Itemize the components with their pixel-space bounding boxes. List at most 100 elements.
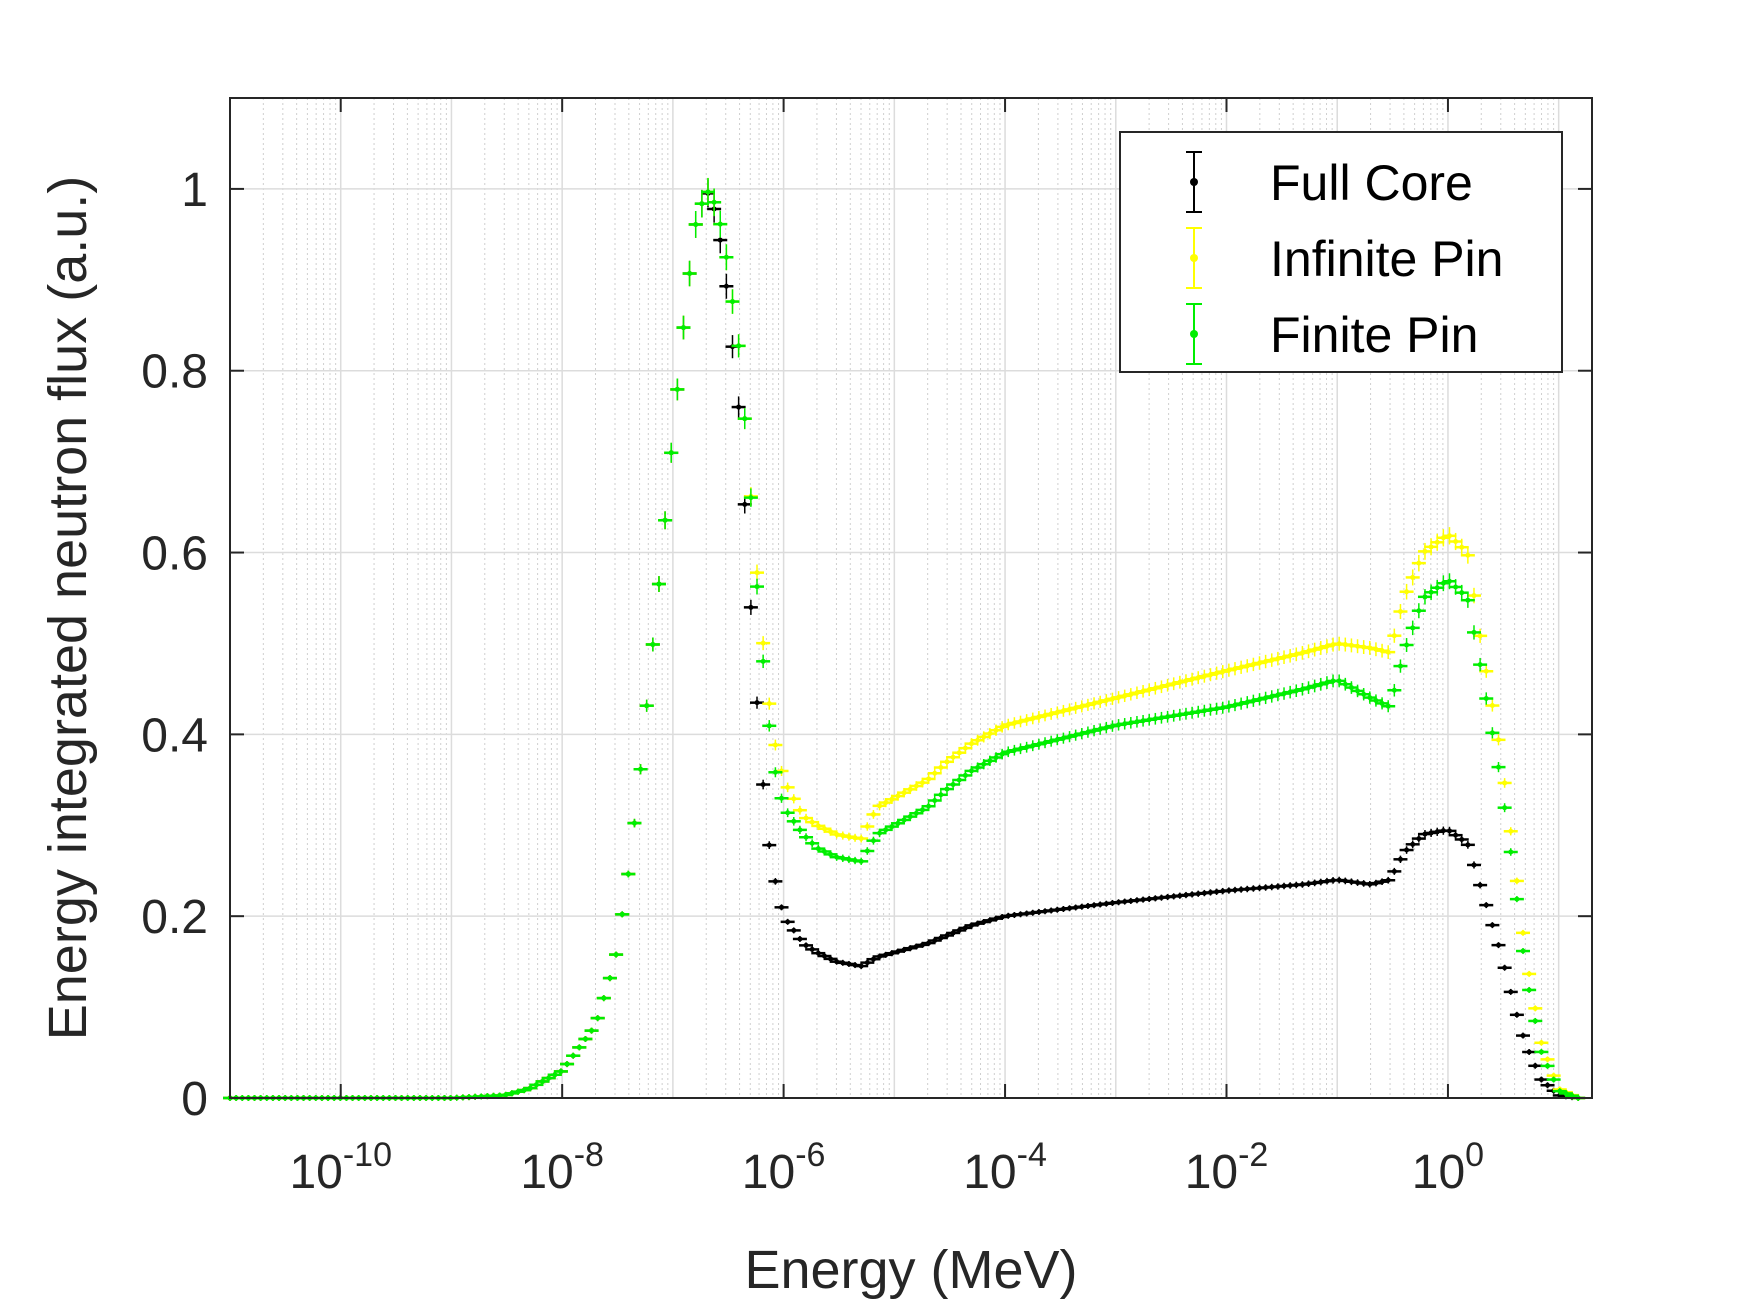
data-point — [1410, 841, 1416, 847]
data-point — [1526, 987, 1532, 993]
data-point — [1465, 552, 1471, 558]
data-point — [723, 254, 729, 260]
data-point — [1532, 1005, 1538, 1011]
legend-item: Full Core — [1186, 151, 1473, 213]
data-point — [981, 761, 987, 767]
data-point — [858, 858, 864, 864]
x-tick-label: 10-4 — [963, 1136, 1047, 1199]
data-point — [748, 495, 754, 501]
data-point — [680, 325, 686, 331]
data-point — [1520, 1033, 1526, 1039]
data-point — [932, 798, 938, 804]
data-point — [760, 782, 766, 788]
plot-area-border — [229, 97, 1593, 1099]
data-point — [736, 343, 742, 349]
data-point — [1428, 589, 1434, 595]
data-point — [1545, 1082, 1551, 1088]
data-point — [1348, 685, 1354, 691]
data-point — [631, 820, 637, 826]
data-point — [717, 221, 723, 227]
data-point — [1545, 1056, 1551, 1062]
legend-marker — [1190, 178, 1198, 186]
data-point — [699, 201, 705, 207]
data-point — [883, 800, 889, 806]
y-tick-label: 0.8 — [141, 346, 208, 399]
x-axis-label: Energy (MeV) — [744, 1240, 1077, 1300]
data-point — [1391, 633, 1397, 639]
data-point — [656, 581, 662, 587]
data-point — [1489, 730, 1495, 736]
data-point — [828, 829, 834, 835]
data-point — [907, 814, 913, 820]
data-point — [1496, 737, 1502, 743]
data-point — [987, 758, 993, 764]
data-point — [828, 851, 834, 857]
data-point — [570, 1053, 576, 1059]
data-point — [956, 927, 962, 933]
data-point — [576, 1044, 582, 1050]
data-point — [1532, 1063, 1538, 1069]
data-point — [662, 517, 668, 523]
data-point — [877, 830, 883, 836]
data-point — [1465, 842, 1471, 848]
data-point — [944, 786, 950, 792]
data-point — [668, 450, 674, 456]
data-point — [1483, 902, 1489, 908]
data-point — [809, 819, 815, 825]
data-point — [962, 925, 968, 931]
data-point — [693, 221, 699, 227]
data-point — [975, 737, 981, 743]
data-point — [1416, 836, 1422, 842]
data-point — [901, 790, 907, 796]
data-point — [619, 911, 625, 917]
data-point — [1551, 1077, 1557, 1083]
data-point — [987, 731, 993, 737]
data-point — [821, 826, 827, 832]
data-point — [1520, 948, 1526, 954]
data-point — [533, 1082, 539, 1088]
data-point — [1538, 1049, 1544, 1055]
data-point — [558, 1068, 564, 1074]
data-point — [956, 777, 962, 783]
data-point — [870, 838, 876, 844]
y-tick-label: 0 — [181, 1073, 208, 1126]
data-point — [938, 765, 944, 771]
data-point — [766, 723, 772, 729]
x-tick-label: 10-10 — [289, 1136, 392, 1199]
data-point — [797, 807, 803, 813]
data-point — [582, 1036, 588, 1042]
data-point — [809, 840, 815, 846]
data-point — [1397, 856, 1403, 862]
legend-marker — [1190, 330, 1198, 338]
data-point — [950, 782, 956, 788]
data-point — [962, 745, 968, 751]
data-point — [595, 1015, 601, 1021]
data-point — [944, 932, 950, 938]
data-point — [1532, 1018, 1538, 1024]
y-tick-label: 0.2 — [141, 891, 208, 944]
data-point — [1404, 589, 1410, 595]
data-point — [932, 770, 938, 776]
legend-label: Full Core — [1270, 155, 1473, 211]
data-point — [1477, 633, 1483, 639]
x-tick-label: 10-2 — [1185, 1136, 1269, 1199]
data-point — [901, 817, 907, 823]
data-point — [1526, 971, 1532, 977]
data-point — [907, 786, 913, 792]
data-point — [919, 780, 925, 786]
data-point — [938, 935, 944, 941]
data-point — [760, 640, 766, 646]
data-point — [644, 703, 650, 709]
data-point — [1502, 780, 1508, 786]
x-tick-label: 10-6 — [742, 1136, 826, 1199]
data-point — [1379, 700, 1385, 706]
data-point — [870, 956, 876, 962]
y-tick-label: 0.4 — [141, 709, 208, 762]
y-axis-label: Energy integrated neutron flux (a.u.) — [38, 176, 98, 1041]
data-point — [1508, 828, 1514, 834]
data-point — [926, 940, 932, 946]
data-point — [993, 754, 999, 760]
data-point — [772, 878, 778, 884]
y-tick-label: 1 — [181, 164, 208, 217]
legend-item: Finite Pin — [1186, 303, 1478, 365]
